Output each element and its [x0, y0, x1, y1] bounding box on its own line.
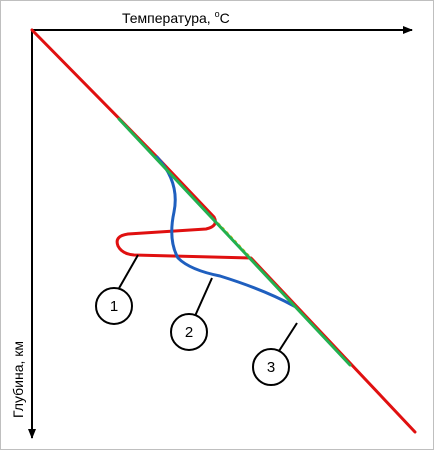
- callout-2: 2: [170, 313, 208, 351]
- callout-1: 1: [95, 287, 133, 325]
- blue-curve-2: [155, 155, 296, 308]
- leader-line-2: [194, 277, 213, 317]
- leader-line-1: [117, 254, 139, 291]
- svg-text:1: 1: [110, 298, 118, 315]
- green-curve-3: [117, 117, 352, 367]
- x-axis-title: Температура, oC: [122, 9, 230, 26]
- svg-text:2: 2: [185, 324, 193, 341]
- svg-text:3: 3: [267, 359, 275, 376]
- callout-3: 3: [252, 348, 290, 386]
- y-axis-title: Глубина, км: [10, 341, 26, 418]
- leader-line-3: [278, 322, 298, 352]
